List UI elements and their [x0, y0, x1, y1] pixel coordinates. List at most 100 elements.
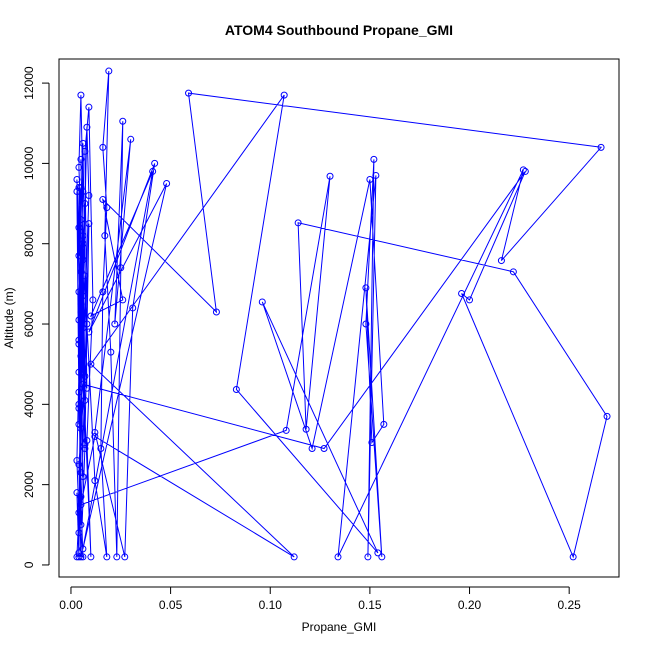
- data-point: [519, 166, 527, 174]
- y-tick-label: 8000: [22, 230, 36, 257]
- data-point: [372, 171, 380, 179]
- data-point: [75, 509, 83, 517]
- data-point: [521, 167, 529, 175]
- data-point: [77, 308, 85, 316]
- series-line: [76, 70, 608, 559]
- data-point: [212, 308, 220, 316]
- data-point: [75, 529, 83, 537]
- data-point: [103, 204, 111, 212]
- data-point: [77, 493, 85, 501]
- chart-title: ATOM4 Southbound Propane_GMI: [225, 22, 453, 38]
- data-point: [79, 232, 87, 240]
- data-point: [77, 553, 85, 561]
- x-tick-label: 0.15: [358, 598, 382, 612]
- data-point: [87, 360, 95, 368]
- data-point: [129, 304, 137, 312]
- data-point: [107, 348, 115, 356]
- data-point: [75, 183, 83, 191]
- data-point: [77, 216, 85, 224]
- data-point: [91, 477, 99, 485]
- data-point: [79, 324, 87, 332]
- data-point: [75, 388, 83, 396]
- y-tick-label: 12000: [22, 66, 36, 100]
- data-point: [151, 159, 159, 167]
- data-point: [77, 501, 85, 509]
- data-point: [99, 288, 107, 296]
- data-point: [75, 461, 83, 469]
- data-point: [79, 240, 87, 248]
- data-point: [105, 67, 113, 75]
- x-tick-label: 0.20: [458, 598, 482, 612]
- x-axis-label: Propane_GMI: [302, 620, 377, 634]
- data-point: [458, 290, 466, 298]
- data-point: [113, 553, 121, 561]
- data-point: [380, 420, 388, 428]
- data-point: [79, 545, 87, 553]
- data-point: [75, 336, 83, 344]
- data-point: [97, 445, 105, 453]
- data-point: [81, 200, 89, 208]
- data-point: [232, 385, 240, 393]
- data-point: [99, 196, 107, 204]
- data-point: [73, 188, 81, 196]
- data-point: [75, 316, 83, 324]
- data-point: [79, 256, 87, 264]
- data-point: [83, 436, 91, 444]
- y-axis-label: Altitude (m): [2, 287, 16, 348]
- data-point: [81, 440, 89, 448]
- data-point: [111, 320, 119, 328]
- data-point: [280, 91, 288, 99]
- data-point: [83, 384, 91, 392]
- data-point: [149, 167, 157, 175]
- plot-frame: [58, 58, 620, 578]
- x-tick-label: 0.10: [259, 598, 283, 612]
- data-point: [302, 425, 310, 433]
- data-point: [75, 163, 83, 171]
- data-point: [364, 553, 372, 561]
- data-point: [77, 300, 85, 308]
- data-point: [83, 123, 91, 131]
- data-point: [77, 424, 85, 432]
- data-point: [378, 553, 386, 561]
- data-point: [77, 352, 85, 360]
- data-point: [362, 284, 370, 292]
- y-tick-label: 6000: [22, 310, 36, 337]
- y-tick-label: 4000: [22, 391, 36, 418]
- y-tick-label: 2000: [22, 471, 36, 498]
- data-point: [308, 445, 316, 453]
- data-point: [87, 312, 95, 320]
- data-point: [85, 220, 93, 228]
- data-point: [75, 340, 83, 348]
- data-point: [117, 264, 125, 272]
- data-point: [73, 457, 81, 465]
- data-point: [294, 219, 302, 227]
- data-point: [75, 224, 83, 232]
- data-point: [79, 292, 87, 300]
- data-point: [320, 445, 328, 453]
- data-point: [85, 103, 93, 111]
- data-point: [79, 380, 87, 388]
- data-point: [73, 175, 81, 183]
- data-point: [466, 296, 474, 304]
- data-point: [77, 91, 85, 99]
- data-point: [597, 143, 605, 151]
- data-point: [163, 179, 171, 187]
- x-tick-label: 0.05: [159, 598, 183, 612]
- data-point: [75, 549, 83, 557]
- y-axis: 0 2000 4000 6000 8000 10000 12000: [22, 66, 50, 568]
- data-point: [99, 143, 107, 151]
- data-point: [79, 473, 87, 481]
- data-series: [73, 67, 611, 561]
- data-point: [81, 396, 89, 404]
- data-point: [185, 89, 193, 97]
- data-point: [89, 296, 97, 304]
- x-axis: 0.00 0.05 0.10 0.15 0.20 0.25: [59, 586, 581, 612]
- data-point: [81, 147, 89, 155]
- data-point: [81, 445, 89, 453]
- data-point: [603, 412, 611, 420]
- data-point: [79, 364, 87, 372]
- y-tick-label: 0: [22, 561, 36, 568]
- data-point: [326, 172, 334, 180]
